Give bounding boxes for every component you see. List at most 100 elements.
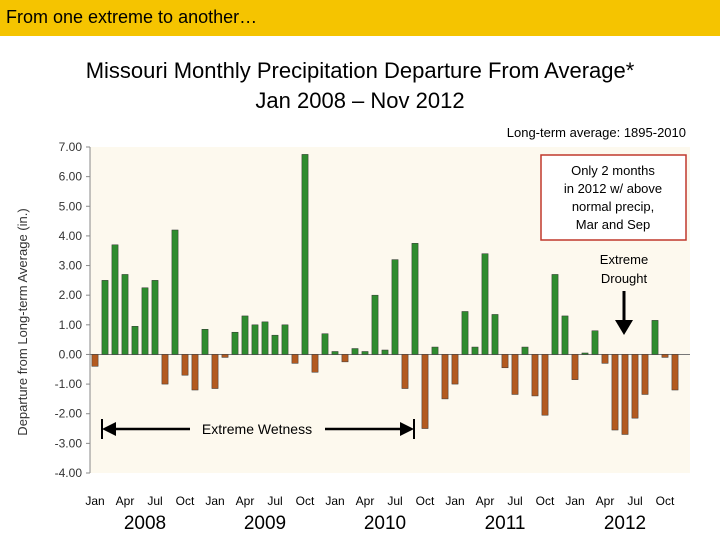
bar [441, 354, 449, 400]
drought-arrow-head [615, 320, 633, 335]
x-tick-label: Oct [536, 494, 555, 508]
bar [111, 244, 119, 355]
y-tick-label: -1.00 [55, 377, 83, 391]
bar [311, 354, 319, 373]
bar [551, 274, 559, 355]
bar [121, 274, 129, 355]
bar [201, 329, 209, 355]
x-tick-label: Oct [656, 494, 675, 508]
y-tick-label: 1.00 [59, 318, 83, 332]
bar [351, 348, 359, 355]
bar [651, 320, 659, 355]
bar [131, 326, 139, 355]
y-tick-label: 3.00 [59, 259, 83, 273]
bar [161, 354, 169, 385]
x-tick-label: Jul [267, 494, 282, 508]
callout-text-line: in 2012 w/ above [564, 181, 662, 196]
drought-label-line: Drought [601, 271, 648, 286]
drought-label-line: Extreme [600, 252, 648, 267]
y-tick-label: 0.00 [59, 347, 83, 361]
bar [451, 354, 459, 385]
banner-title: From one extreme to another… [6, 7, 258, 27]
bar [181, 354, 189, 376]
bar [461, 311, 469, 355]
x-tick-label: Oct [296, 494, 315, 508]
bar [151, 280, 159, 355]
bar [341, 354, 349, 363]
bar [211, 354, 219, 389]
x-tick-label: Jul [387, 494, 402, 508]
bar [271, 334, 279, 355]
bar [361, 351, 369, 355]
x-tick-label: Apr [236, 494, 255, 508]
bar [321, 333, 329, 355]
bar [421, 354, 429, 429]
bar [611, 354, 619, 431]
x-tick-label: Jul [147, 494, 162, 508]
header-banner: From one extreme to another… [0, 0, 720, 36]
x-tick-label: Jan [565, 494, 584, 508]
bar [101, 280, 109, 355]
bar [231, 331, 239, 355]
year-label: 2009 [244, 513, 286, 534]
callout-text-line: Mar and Sep [576, 217, 650, 232]
wetness-arrow-left-head [102, 422, 116, 436]
bar [511, 354, 519, 395]
bar [141, 287, 149, 355]
y-tick-label: 4.00 [59, 229, 83, 243]
slide-title-line-1: Missouri Monthly Precipitation Departure… [85, 58, 635, 83]
x-tick-label: Apr [116, 494, 135, 508]
x-tick-label: Apr [596, 494, 615, 508]
bar [631, 354, 639, 419]
wetness-label: Extreme Wetness [202, 421, 312, 437]
bar [171, 229, 179, 355]
y-tick-label: -3.00 [55, 436, 83, 450]
bar [581, 352, 589, 355]
bar [381, 349, 389, 355]
bar [281, 324, 289, 355]
bar [491, 314, 499, 355]
bar [191, 354, 199, 391]
y-tick-label: 6.00 [59, 170, 83, 184]
x-tick-label: Oct [416, 494, 435, 508]
y-tick-label: 5.00 [59, 199, 83, 213]
y-tick-label: 7.00 [59, 140, 83, 154]
year-label: 2012 [604, 513, 646, 534]
bar [471, 346, 479, 355]
x-tick-label: Apr [476, 494, 495, 508]
bar [601, 354, 609, 364]
bar [501, 354, 509, 369]
year-label: 2008 [124, 513, 166, 534]
bar [521, 346, 529, 355]
y-tick-label: -4.00 [55, 466, 83, 480]
x-tick-label: Jul [627, 494, 642, 508]
bar [251, 324, 259, 355]
year-label: 2010 [364, 513, 406, 534]
slide-title-line-2: Jan 2008 – Nov 2012 [255, 88, 465, 113]
callout-text-line: Only 2 months [571, 163, 655, 178]
x-tick-label: Oct [176, 494, 195, 508]
bar [621, 354, 629, 435]
chart-subtitle: Long-term average: 1895-2010 [507, 125, 686, 140]
bar [411, 243, 419, 355]
bar [291, 354, 299, 364]
bar [571, 354, 579, 380]
bar [301, 154, 309, 355]
x-tick-label: Apr [356, 494, 375, 508]
bar [371, 294, 379, 355]
x-tick-label: Jan [205, 494, 224, 508]
bar [661, 354, 669, 358]
bar [391, 259, 399, 355]
y-tick-label: 2.00 [59, 288, 83, 302]
y-axis-title: Departure from Long-term Average (in.) [15, 208, 30, 435]
callout-text-line: normal precip, [572, 199, 654, 214]
bar [481, 253, 489, 355]
x-tick-label: Jan [85, 494, 104, 508]
bar [641, 354, 649, 395]
x-tick-label: Jul [507, 494, 522, 508]
x-tick-label: Jan [325, 494, 344, 508]
bar [241, 315, 249, 355]
bar [671, 354, 679, 391]
bar [431, 346, 439, 355]
